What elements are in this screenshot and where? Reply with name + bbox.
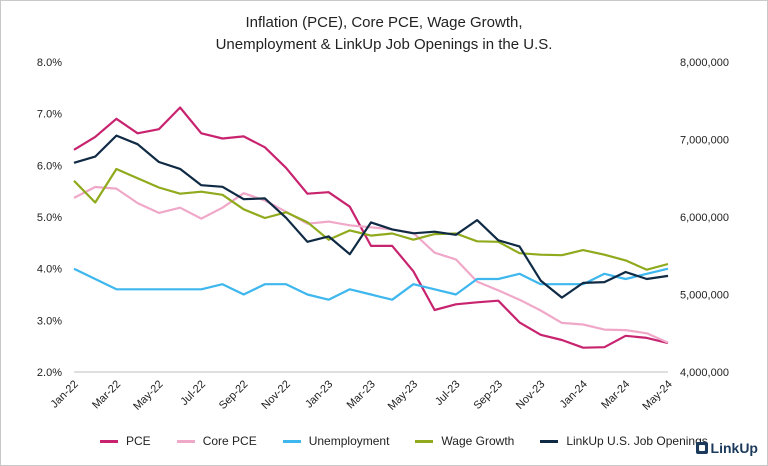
legend-item-pce: PCE (100, 434, 151, 448)
y-left-tick-label: 5.0% (37, 212, 62, 224)
legend-item-linkup-u-s-job-openings: LinkUp U.S. Job Openings (540, 434, 708, 448)
x-tick-label: Jan-24 (558, 378, 590, 410)
y-right-tick-label: 6,000,000 (680, 212, 729, 224)
x-tick-label: Jan-22 (49, 378, 81, 410)
legend-swatch (415, 439, 434, 443)
linkup-logo: LinkUp (695, 440, 758, 456)
y-left-tick-label: 2.0% (37, 367, 62, 379)
legend-item-core-pce: Core PCE (176, 434, 257, 448)
x-tick-label: Sep-23 (471, 378, 505, 412)
legend-label: Unemployment (308, 434, 390, 448)
legend-label: Wage Growth (441, 434, 515, 448)
x-tick-label: May-23 (386, 378, 420, 412)
chart-legend: PCE Core PCE Unemployment Wage Growth LinkUp… (100, 434, 734, 448)
series-line-pce (73, 106, 669, 349)
linkup-logo-text: LinkUp (710, 440, 758, 456)
legend-swatch (282, 439, 301, 443)
legend-swatch (176, 439, 195, 443)
y-right-tick-label: 4,000,000 (680, 367, 729, 379)
series-line-linkup-u-s-job-openings (73, 134, 669, 299)
legend-label: LinkUp U.S. Job Openings (566, 434, 708, 448)
x-tick-label: May-22 (131, 378, 165, 412)
chart-title-line1: Inflation (PCE), Core PCE, Wage Growth, (245, 14, 523, 31)
legend-item-wage-growth: Wage Growth (415, 434, 514, 448)
y-right-tick-label: 7,000,000 (680, 135, 729, 147)
legend-swatch (100, 439, 118, 443)
series-line-unemployment (73, 267, 669, 301)
x-tick-label: Sep-22 (217, 378, 251, 412)
legend-item-unemployment: Unemployment (282, 434, 390, 448)
legend-label: PCE (126, 434, 151, 448)
series-line-wage-growth (73, 167, 669, 271)
legend-swatch (540, 439, 559, 443)
chart-title-line2: Unemployment & LinkUp Job Openings in th… (215, 36, 553, 53)
x-tick-label: Mar-23 (345, 378, 378, 411)
x-tick-label: Mar-22 (90, 378, 123, 411)
y-left-tick-label: 7.0% (37, 109, 62, 121)
y-left-tick-label: 6.0% (37, 160, 62, 172)
x-tick-label: Jul-22 (178, 378, 208, 408)
x-tick-label: May-24 (640, 378, 674, 412)
y-right-tick-label: 8,000,000 (680, 57, 729, 69)
y-right-tick-label: 5,000,000 (680, 290, 729, 302)
y-left-tick-label: 3.0% (37, 315, 62, 327)
series-line-core-pce (73, 185, 669, 344)
y-left-tick-label: 4.0% (37, 264, 62, 276)
linkup-logo-icon (695, 442, 708, 454)
y-left-tick-label: 8.0% (37, 57, 62, 69)
x-tick-label: Jul-23 (433, 378, 463, 408)
x-tick-label: Nov-23 (514, 378, 548, 412)
x-tick-label: Jan-23 (303, 378, 335, 410)
x-tick-label: Mar-24 (599, 378, 632, 411)
x-tick-label: Nov-22 (259, 378, 293, 412)
legend-label: Core PCE (202, 434, 257, 448)
